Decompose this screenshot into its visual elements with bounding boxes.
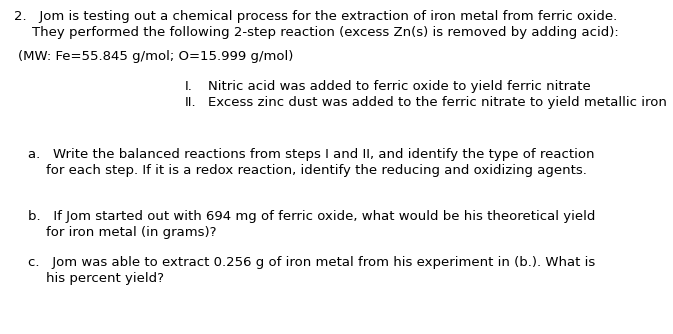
Text: b.   If Jom started out with 694 mg of ferric oxide, what would be his theoretic: b. If Jom started out with 694 mg of fer… [28, 210, 596, 223]
Text: for iron metal (in grams)?: for iron metal (in grams)? [46, 226, 217, 239]
Text: I.: I. [185, 80, 193, 93]
Text: Excess zinc dust was added to the ferric nitrate to yield metallic iron: Excess zinc dust was added to the ferric… [208, 96, 667, 109]
Text: his percent yield?: his percent yield? [46, 272, 164, 285]
Text: c.   Jom was able to extract 0.256 g of iron metal from his experiment in (b.). : c. Jom was able to extract 0.256 g of ir… [28, 256, 595, 269]
Text: They performed the following 2-step reaction (excess Zn(s) is removed by adding : They performed the following 2-step reac… [32, 26, 618, 39]
Text: for each step. If it is a redox reaction, identify the reducing and oxidizing ag: for each step. If it is a redox reaction… [46, 164, 587, 177]
Text: II.: II. [185, 96, 197, 109]
Text: (MW: Fe=55.845 g/mol; O=15.999 g/mol): (MW: Fe=55.845 g/mol; O=15.999 g/mol) [18, 50, 293, 63]
Text: a.   Write the balanced reactions from steps I and II, and identify the type of : a. Write the balanced reactions from ste… [28, 148, 594, 161]
Text: Nitric acid was added to ferric oxide to yield ferric nitrate: Nitric acid was added to ferric oxide to… [208, 80, 591, 93]
Text: 2.   Jom is testing out a chemical process for the extraction of iron metal from: 2. Jom is testing out a chemical process… [14, 10, 617, 23]
